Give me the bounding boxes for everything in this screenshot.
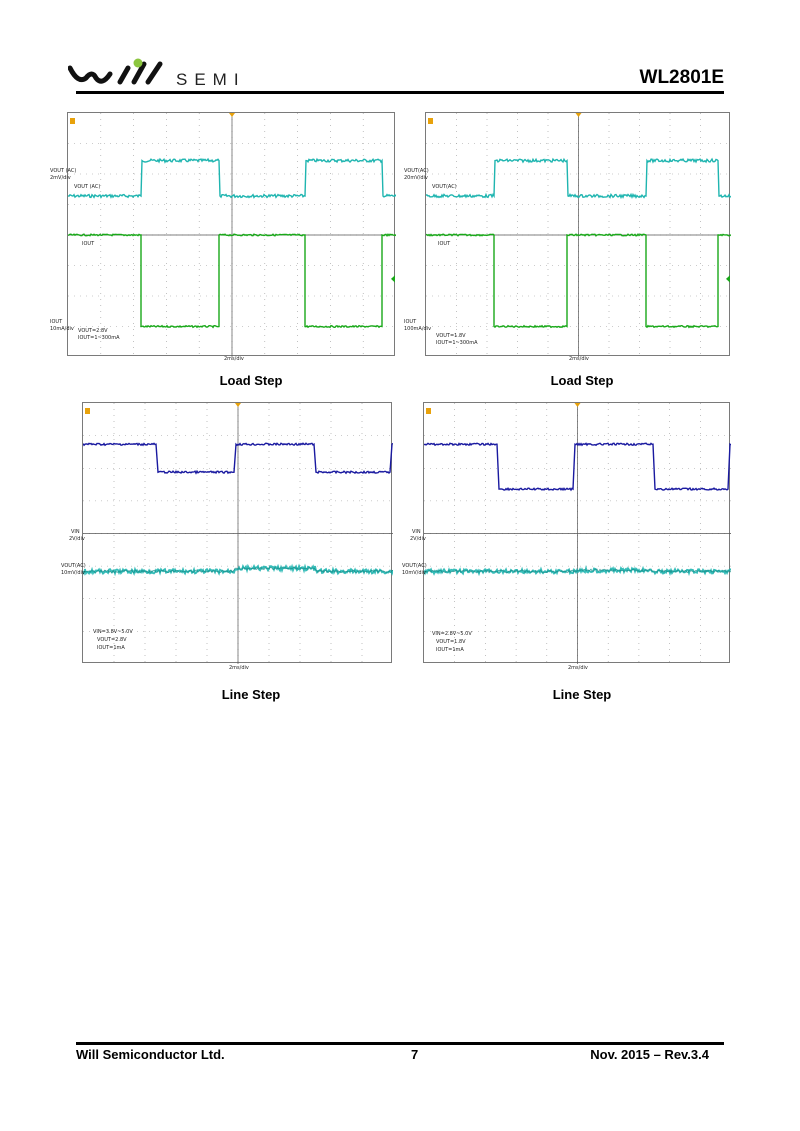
footer-page-number: 7 [411, 1047, 419, 1062]
footer-revision: Nov. 2015 – Rev.3.4 [590, 1047, 709, 1062]
ch2-inner-label: IOUT [438, 241, 451, 247]
condition-vout: VOUT=2.8V [97, 637, 127, 643]
channel-marker [70, 118, 75, 124]
figure-caption: Line Step [221, 687, 281, 702]
ch1-name: VOUT(AC) [404, 168, 429, 174]
ch2-inner-label: IOUT [82, 241, 95, 247]
ch2-scale: 10mV/div [402, 570, 426, 576]
header-rule [76, 91, 724, 94]
trace-vout-noise [83, 566, 393, 574]
ch1-name: VOUT (AC) [50, 168, 77, 174]
ch1-inner-label: VOUT (AC) [74, 184, 101, 190]
condition-vout: VOUT=1.8V [436, 333, 466, 339]
scope-load-step-2: VOUT(AC) 20mV/div VOUT(AC) IOUT IOUT 100… [404, 112, 731, 362]
condition-vout: VOUT=1.8V [436, 639, 466, 645]
trace-vout [426, 157, 731, 200]
scope-line-step-2: VIN 2V/div VOUT(AC) 10mV/div VIN=2.8V~5.… [402, 402, 731, 671]
trace-vin [424, 442, 731, 492]
ch1-inner-label: VOUT(AC) [432, 184, 457, 190]
footer-company: Will Semiconductor Ltd. [76, 1047, 225, 1062]
scope-plot [68, 113, 396, 357]
scope-plot [83, 403, 393, 664]
figure-caption: Load Step [219, 373, 283, 388]
condition-vout: VOUT=2.8V [78, 328, 108, 334]
trace-vin [83, 442, 393, 475]
ch2-name: IOUT [404, 319, 417, 325]
timebase: 2ms/div [568, 665, 588, 671]
timebase: 2ms/div [229, 665, 249, 671]
ch2-name: IOUT [50, 319, 63, 325]
part-number: WL2801E [639, 67, 724, 88]
trigger-marker [229, 113, 235, 117]
will-semi-logo [68, 58, 163, 85]
trace-vout [68, 157, 396, 199]
trace-vout-noise [424, 568, 731, 574]
scope-plot [424, 403, 731, 664]
trigger-marker [574, 403, 581, 407]
condition-vin: VIN=2.8V~5.0V [432, 631, 472, 637]
ch1-scale: 2V/div [69, 536, 85, 542]
trace-iout [426, 233, 731, 329]
ch1-name: VIN [71, 529, 80, 535]
scope-grid [424, 403, 731, 664]
scope-load-step-1: VOUT (AC) 2mV/div VOUT (AC) IOUT IOUT 10… [50, 112, 396, 362]
scope-line-step-1: VIN 2V/div VOUT(AC) 10mV/div VIN=3.8V~5.… [61, 402, 393, 671]
condition-vin: VIN=3.8V~5.0V [93, 629, 133, 635]
timebase: 2ms/div [224, 356, 244, 362]
trigger-marker [235, 403, 241, 407]
scope-grid [83, 403, 393, 664]
condition-iout: IOUT=1~300mA [78, 335, 120, 341]
ch2-name: VOUT(AC) [402, 563, 427, 569]
ch1-scale: 2mV/div [50, 175, 71, 181]
channel2-marker [391, 275, 395, 283]
ch1-scale: 20mV/div [404, 175, 428, 181]
figure-caption: Load Step [550, 373, 614, 388]
ch2-name: VOUT(AC) [61, 563, 86, 569]
channel-marker [85, 408, 90, 414]
trace-iout [68, 233, 396, 329]
timebase: 2ms/div [569, 356, 589, 362]
condition-iout: IOUT=1~300mA [436, 340, 478, 346]
channel-marker [426, 408, 431, 414]
ch2-scale: 10mA/div [50, 326, 74, 332]
ch2-scale: 10mV/div [61, 570, 85, 576]
scope-plot [426, 113, 731, 357]
condition-iout: IOUT=1mA [436, 647, 464, 653]
trigger-marker [575, 113, 582, 117]
ch2-scale: 100mA/div [404, 326, 432, 332]
footer-rule [76, 1042, 724, 1045]
channel-marker [428, 118, 433, 124]
logo-text: SEMI [176, 70, 246, 89]
figure-caption: Line Step [552, 687, 612, 702]
condition-iout: IOUT=1mA [97, 645, 125, 651]
ch1-name: VIN [412, 529, 421, 535]
ch1-scale: 2V/div [410, 536, 426, 542]
channel2-marker [726, 275, 730, 283]
